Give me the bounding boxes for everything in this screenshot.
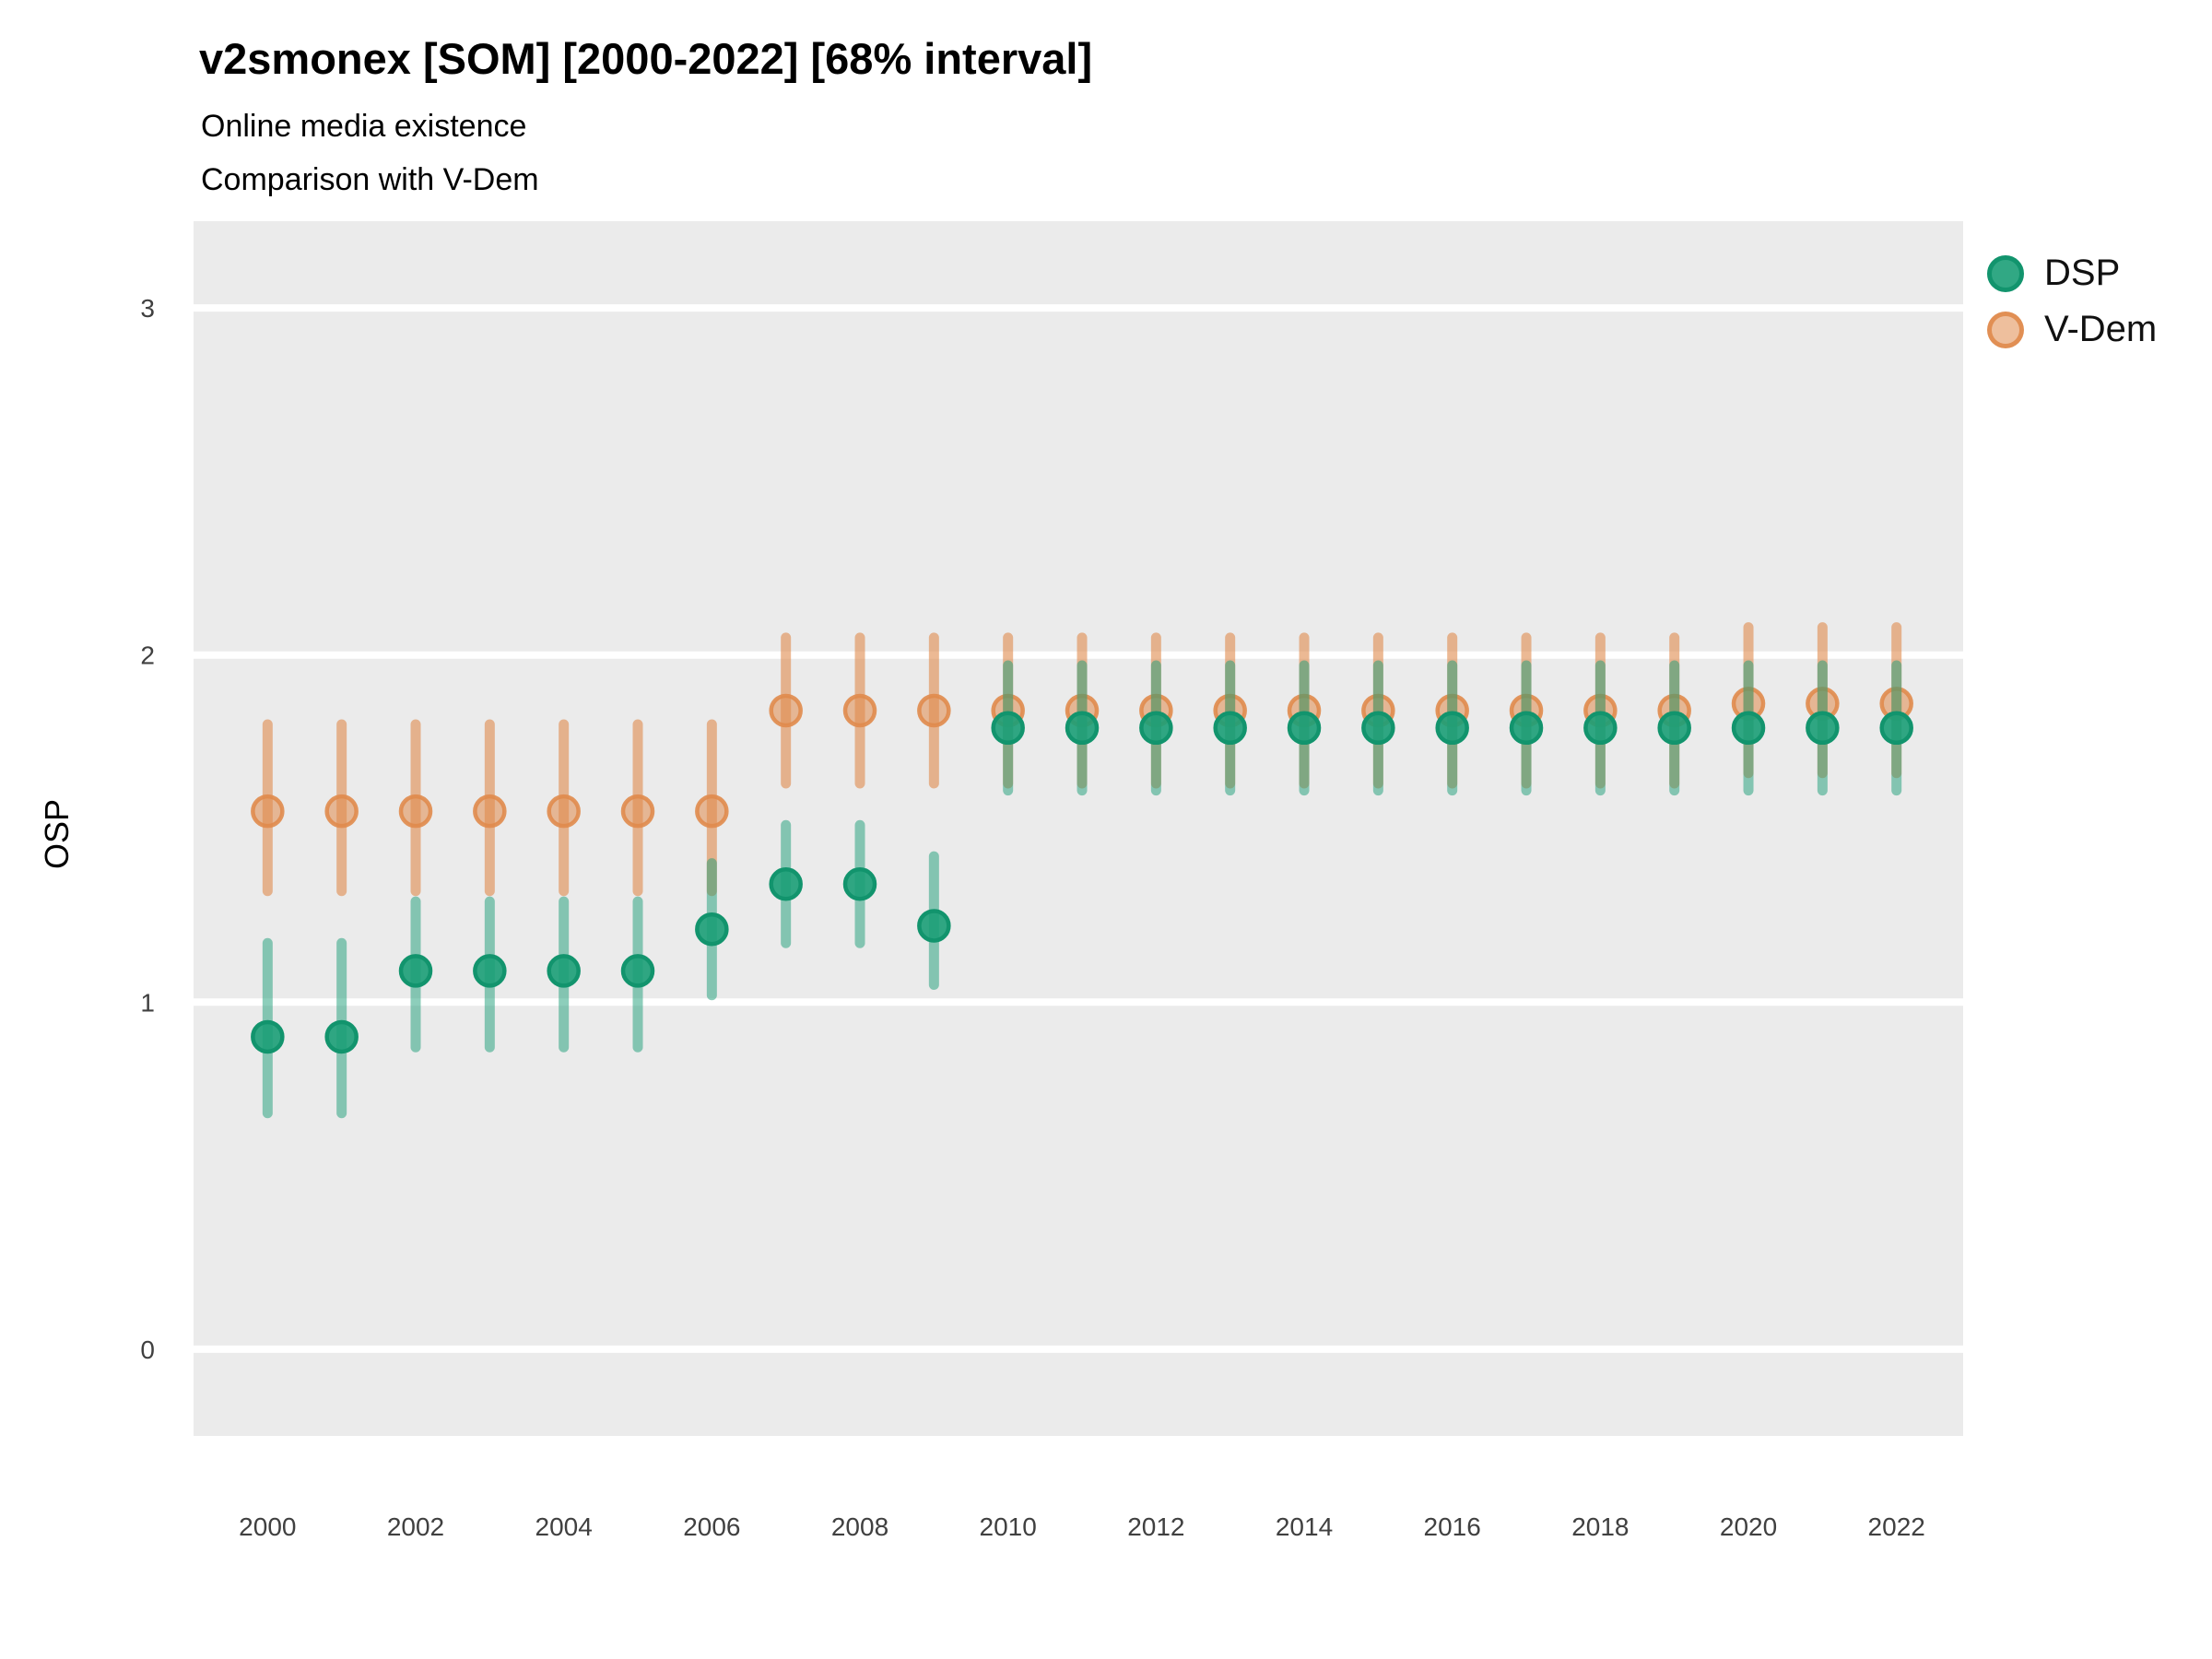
panel-background [194, 221, 1963, 1436]
x-tick-label-2018: 2018 [1571, 1512, 1629, 1541]
dsp-point-2012 [1139, 711, 1173, 746]
dsp-point-2014 [1287, 711, 1322, 746]
dsp-point-2009 [917, 909, 951, 943]
dsp-point-2000 [251, 1019, 285, 1054]
dsp-point-2003 [473, 954, 507, 988]
dsp-point-2013 [1213, 711, 1247, 746]
x-tick-label-2008: 2008 [831, 1512, 888, 1541]
dsp-point-2019 [1657, 711, 1691, 746]
chart-comparison-line: Comparison with V-Dem [201, 162, 539, 197]
dsp-point-2001 [324, 1019, 359, 1054]
dsp-point-2016 [1435, 711, 1469, 746]
legend-item-vdem: V-Dem [1987, 309, 2157, 350]
legend-label-vdem: V-Dem [2044, 309, 2158, 349]
chart-title: v2smonex [SOM] [2000-2022] [68% interval… [199, 34, 1093, 83]
dsp-legend-point-icon [1987, 254, 2024, 292]
dsp-point-2008 [842, 867, 877, 901]
dsp-point-2020 [1731, 711, 1766, 746]
vdem-point-2001 [324, 794, 359, 829]
vdem-legend-point-icon [1987, 311, 2024, 348]
y-tick-label-3: 3 [140, 294, 155, 323]
vdem-point-2004 [547, 794, 581, 829]
legend-label-dsp: DSP [2044, 253, 2121, 293]
legend-item-dsp: DSP [1987, 253, 2157, 294]
dsp-point-2010 [991, 711, 1025, 746]
x-tick-label-2022: 2022 [1868, 1512, 1925, 1541]
vdem-point-2006 [695, 794, 729, 829]
dsp-point-2011 [1065, 711, 1100, 746]
vdem-point-2005 [620, 794, 655, 829]
x-tick-label-2014: 2014 [1276, 1512, 1333, 1541]
dsp-point-2018 [1583, 711, 1618, 746]
y-tick-label-2: 2 [140, 641, 155, 670]
vdem-point-2009 [917, 693, 951, 728]
x-tick-label-2012: 2012 [1127, 1512, 1184, 1541]
y-tick-label-1: 1 [140, 988, 155, 1017]
x-tick-label-2016: 2016 [1424, 1512, 1481, 1541]
vdem-point-2002 [398, 794, 433, 829]
dsp-point-2015 [1361, 711, 1395, 746]
dsp-point-2017 [1509, 711, 1544, 746]
chart-subtitle: Online media existence [201, 109, 527, 144]
x-tick-label-2006: 2006 [683, 1512, 740, 1541]
dsp-point-2022 [1879, 711, 1913, 746]
x-tick-label-2002: 2002 [387, 1512, 444, 1541]
dsp-point-2005 [620, 954, 655, 988]
legend: DSP V-Dem [1987, 253, 2157, 365]
vdem-point-2008 [842, 693, 877, 728]
y-tick-label-0: 0 [140, 1335, 155, 1364]
vdem-point-2000 [251, 794, 285, 829]
x-tick-label-2010: 2010 [980, 1512, 1037, 1541]
vdem-point-2007 [769, 693, 803, 728]
dsp-point-2004 [547, 954, 581, 988]
dsp-point-2021 [1806, 711, 1840, 746]
dsp-point-2007 [769, 867, 803, 901]
x-tick-label-2000: 2000 [239, 1512, 296, 1541]
x-tick-label-2004: 2004 [535, 1512, 593, 1541]
dsp-point-2002 [398, 954, 433, 988]
x-tick-label-2020: 2020 [1720, 1512, 1777, 1541]
dsp-point-2006 [695, 912, 729, 947]
vdem-point-2003 [473, 794, 507, 829]
